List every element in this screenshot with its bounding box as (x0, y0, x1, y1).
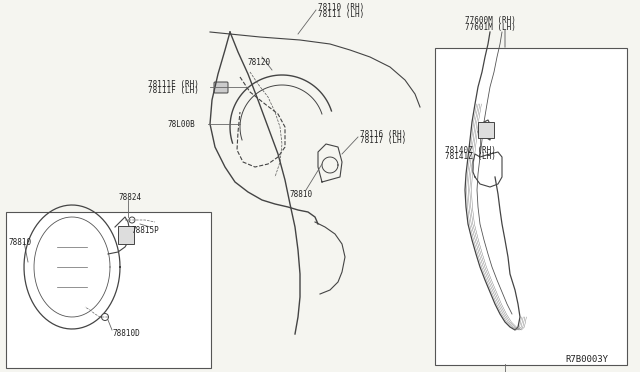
Text: 78810: 78810 (290, 189, 313, 199)
Text: 78110 (RH): 78110 (RH) (318, 3, 364, 12)
Text: 78111E (RH): 78111E (RH) (148, 80, 199, 89)
Bar (6, 212, 211, 368)
Text: 78L00B: 78L00B (168, 119, 196, 128)
Text: 78140Z (RH): 78140Z (RH) (445, 145, 496, 154)
Text: 78141Z (LH): 78141Z (LH) (445, 151, 496, 160)
Text: 78116 (RH): 78116 (RH) (360, 129, 406, 138)
Circle shape (129, 217, 135, 223)
FancyBboxPatch shape (214, 82, 228, 93)
Text: 78810: 78810 (8, 237, 31, 247)
Text: 78810D: 78810D (112, 330, 140, 339)
Bar (118, 226, 134, 244)
Text: 77600M (RH): 77600M (RH) (465, 16, 516, 25)
Text: 78120: 78120 (248, 58, 271, 67)
Text: 78111F (LH): 78111F (LH) (148, 86, 199, 94)
Text: 78117 (LH): 78117 (LH) (360, 135, 406, 144)
Circle shape (102, 314, 109, 321)
Bar (478, 122, 494, 138)
Text: 78815P: 78815P (132, 225, 160, 234)
Text: 78111 (LH): 78111 (LH) (318, 10, 364, 19)
Text: 77601M (LH): 77601M (LH) (465, 22, 516, 32)
Text: R7B0003Y: R7B0003Y (565, 356, 608, 365)
Bar (435, 48, 627, 365)
Text: 78824: 78824 (118, 192, 141, 202)
